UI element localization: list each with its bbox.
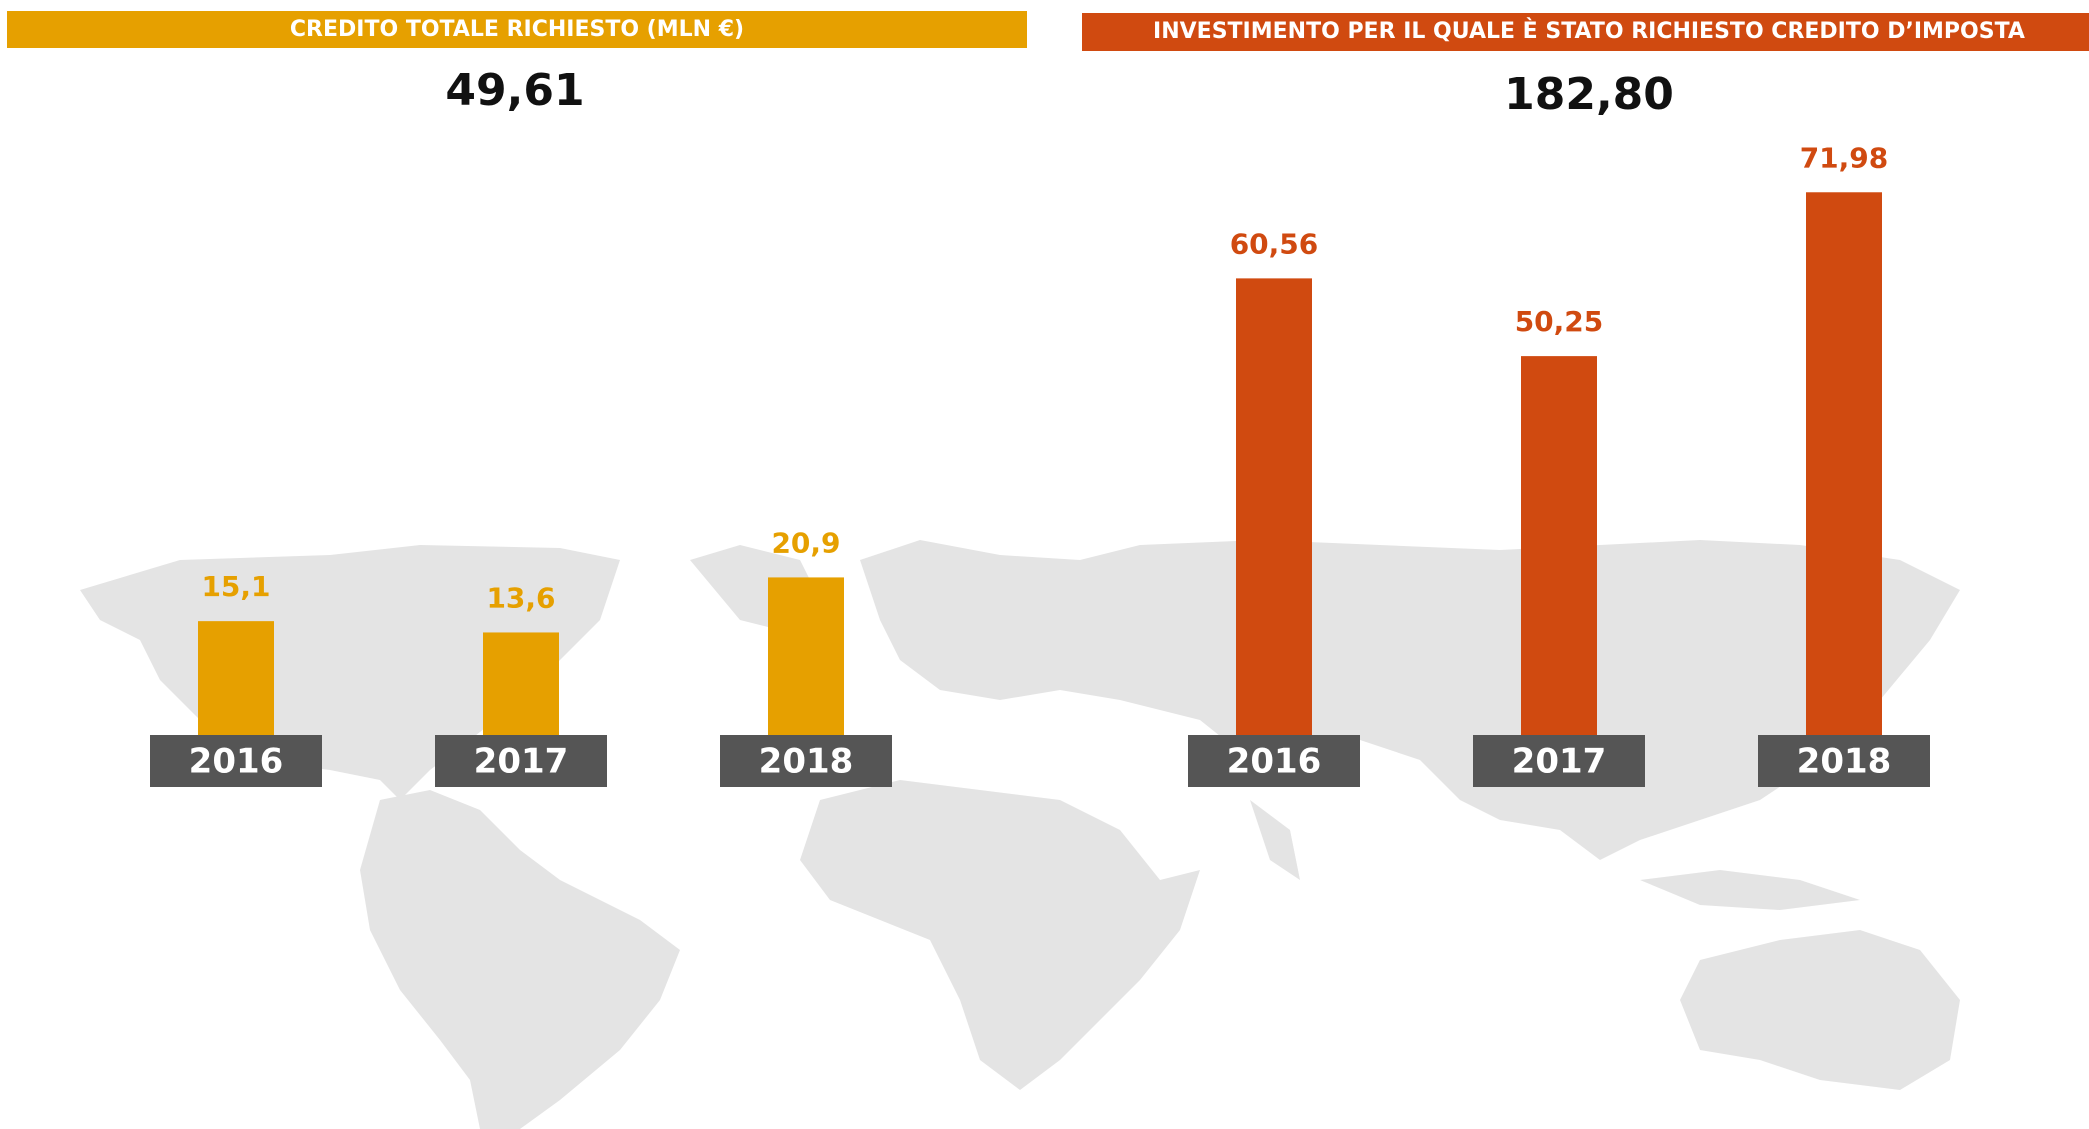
year-box <box>435 735 607 787</box>
x-tick-label: 2017 <box>1512 742 1607 782</box>
chart-title: INVESTIMENTO PER IL QUALE È STATO RICHIE… <box>1153 18 2025 44</box>
bar <box>1236 278 1312 735</box>
x-tick-label: 2018 <box>1797 742 1892 782</box>
total-value: 182,80 <box>1504 69 1674 120</box>
year-box <box>1473 735 1645 787</box>
x-tick-label: 2017 <box>474 742 569 782</box>
data-label: 13,6 <box>486 581 555 614</box>
header-bar <box>7 11 1027 48</box>
data-label: 71,98 <box>1800 141 1889 174</box>
year-box <box>720 735 892 787</box>
bar <box>1521 356 1597 735</box>
header-bar <box>1082 13 2089 51</box>
bar <box>198 621 274 735</box>
data-label: 15,1 <box>201 570 270 603</box>
x-tick-label: 2018 <box>759 742 854 782</box>
bar <box>1806 192 1882 735</box>
data-label: 20,9 <box>771 526 840 559</box>
chart-title: CREDITO TOTALE RICHIESTO (MLN €) <box>290 17 744 42</box>
year-box <box>150 735 322 787</box>
bar <box>768 577 844 735</box>
x-tick-label: 2016 <box>189 742 284 782</box>
x-tick-label: 2016 <box>1227 742 1322 782</box>
bar <box>483 632 559 735</box>
data-label: 50,25 <box>1515 305 1604 338</box>
world-map <box>80 540 1960 1129</box>
year-box <box>1758 735 1930 787</box>
data-label: 60,56 <box>1230 227 1319 260</box>
year-box <box>1188 735 1360 787</box>
total-value: 49,61 <box>445 65 584 116</box>
